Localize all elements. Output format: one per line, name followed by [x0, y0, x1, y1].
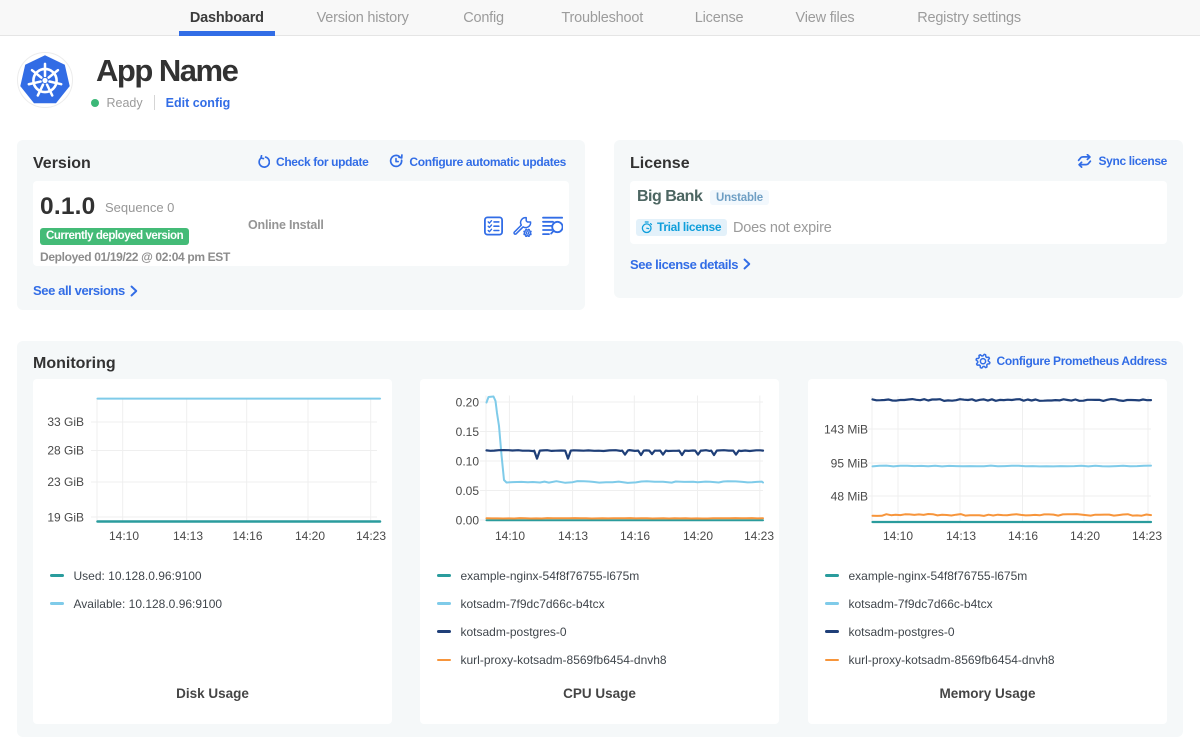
- svg-text:14:20: 14:20: [683, 529, 713, 543]
- svg-text:14:20: 14:20: [1070, 529, 1100, 543]
- svg-text:14:23: 14:23: [1132, 529, 1162, 543]
- svg-text:0.10: 0.10: [456, 455, 480, 469]
- svg-text:0.05: 0.05: [456, 484, 480, 498]
- svg-text:0.20: 0.20: [456, 396, 480, 410]
- svg-text:14:23: 14:23: [356, 529, 386, 543]
- svg-text:0.15: 0.15: [456, 425, 480, 439]
- svg-text:14:20: 14:20: [295, 529, 325, 543]
- svg-text:23 GiB: 23 GiB: [47, 475, 84, 489]
- svg-text:33 GiB: 33 GiB: [47, 415, 84, 429]
- svg-text:19 GiB: 19 GiB: [47, 511, 84, 525]
- svg-text:14:16: 14:16: [232, 529, 262, 543]
- svg-text:95 MiB: 95 MiB: [831, 457, 868, 471]
- svg-text:14:13: 14:13: [173, 529, 203, 543]
- svg-text:14:13: 14:13: [558, 529, 588, 543]
- svg-text:14:13: 14:13: [946, 529, 976, 543]
- svg-text:14:10: 14:10: [883, 529, 913, 543]
- svg-text:14:23: 14:23: [744, 529, 774, 543]
- svg-text:14:16: 14:16: [1008, 529, 1038, 543]
- svg-text:48 MiB: 48 MiB: [831, 490, 868, 504]
- svg-text:14:10: 14:10: [109, 529, 139, 543]
- svg-text:0.00: 0.00: [456, 514, 480, 528]
- svg-text:143 MiB: 143 MiB: [824, 423, 868, 437]
- svg-text:14:16: 14:16: [620, 529, 650, 543]
- svg-text:28 GiB: 28 GiB: [47, 444, 84, 458]
- svg-text:14:10: 14:10: [495, 529, 525, 543]
